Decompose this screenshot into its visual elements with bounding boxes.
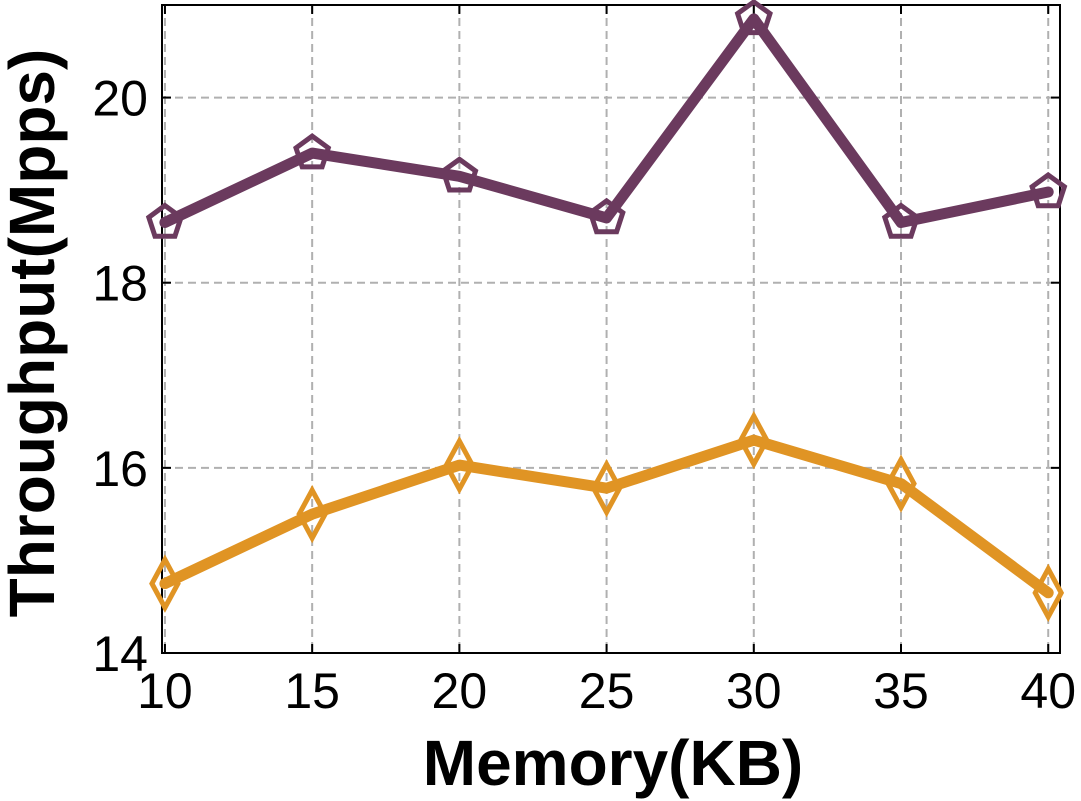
data-point-diamond: [443, 435, 476, 495]
y-axis-title: Throughput(Mpps): [0, 49, 68, 618]
data-point-pentagon: [293, 133, 332, 170]
data-point-pentagon: [734, 0, 773, 36]
y-tick-label: 20: [92, 71, 148, 127]
data-point-diamond: [149, 554, 181, 613]
data-point-diamond: [1032, 563, 1065, 623]
series-line: [159, 434, 1054, 599]
x-tick-label: 15: [284, 663, 340, 719]
data-point-pentagon: [145, 202, 185, 239]
x-tick-label: 35: [873, 663, 929, 719]
x-axis-title: Memory(KB): [423, 727, 803, 799]
plot-frame: [161, 4, 1061, 654]
y-tick-label: 18: [92, 256, 148, 312]
x-tick-label: 30: [726, 663, 782, 719]
tick-labels: 10 15 20 25 30 35 40 14 16 18 20: [92, 71, 1076, 719]
series-2: [149, 410, 1065, 623]
axis-ticks: [162, 5, 1060, 654]
x-tick-label: 10: [137, 663, 193, 719]
data-point-pentagon: [587, 197, 626, 235]
data-point-pentagon: [881, 202, 921, 239]
grid-lines: [162, 5, 1060, 654]
data-point-pentagon: [1029, 171, 1068, 209]
y-tick-label: 14: [92, 626, 148, 682]
x-tick-label: 20: [432, 663, 488, 719]
series-1: [145, 0, 1068, 239]
data-point-diamond: [737, 410, 770, 470]
x-tick-label: 40: [1020, 663, 1076, 719]
y-tick-label: 16: [92, 441, 148, 497]
x-tick-label: 25: [579, 663, 635, 719]
data-point-pentagon: [440, 156, 479, 193]
series-line: [159, 13, 1054, 228]
data-point-diamond: [590, 458, 623, 518]
data-point-diamond: [885, 454, 917, 513]
data-point-diamond: [296, 484, 329, 544]
series-layer: [145, 0, 1068, 623]
